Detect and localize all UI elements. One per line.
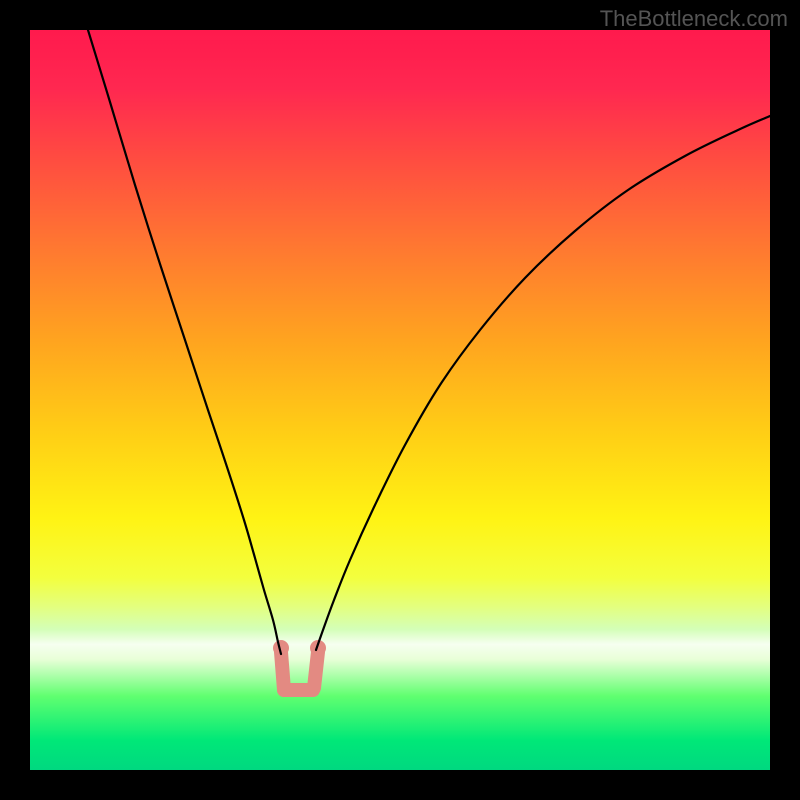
watermark-text: TheBottleneck.com [600,6,788,32]
chart-container: TheBottleneck.com [0,0,800,800]
curve-group [88,30,770,654]
curve-right-arm [316,116,770,650]
plot-area [30,30,770,770]
curve-left-arm [88,30,281,654]
curves-layer [30,30,770,770]
bottom-highlight-u [273,640,326,690]
